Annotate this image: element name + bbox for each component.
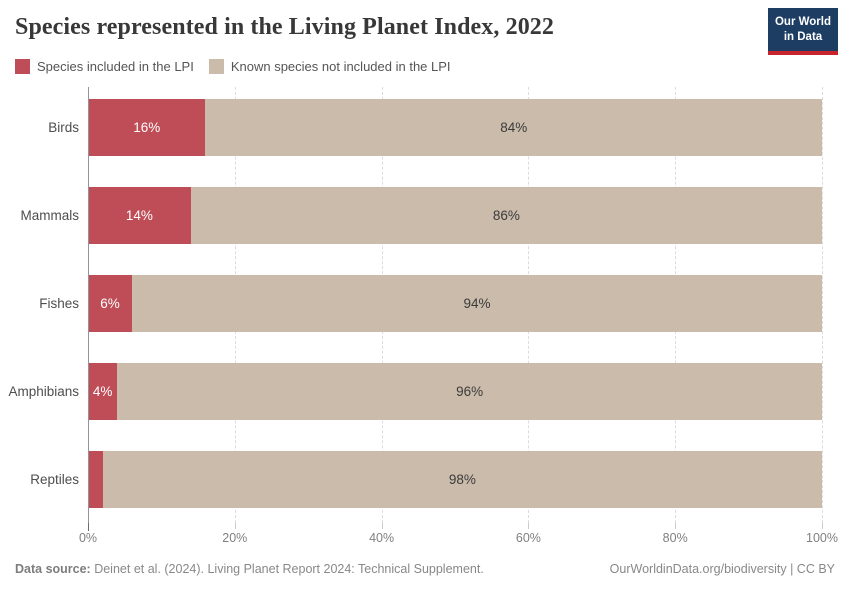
owid-logo-line1: Our World (774, 16, 831, 28)
bar-segment-not-lpi[interactable]: 98% (102, 451, 822, 509)
owid-logo[interactable]: Our World in Data (768, 8, 838, 55)
bar-segment-not-lpi[interactable]: 96% (117, 363, 822, 421)
bar-track: 6% 94% (88, 275, 822, 333)
bar-segment-lpi[interactable] (88, 451, 103, 509)
bar-row-fishes: Fishes 6% 94% (15, 275, 822, 333)
bar-value-label: 84% (500, 120, 528, 136)
tick-mark (822, 523, 823, 530)
legend-item-included[interactable]: Species included in the LPI (15, 59, 194, 75)
category-label: Reptiles (30, 472, 79, 488)
x-tick-label: 80% (662, 531, 688, 546)
bar-segment-not-lpi[interactable]: 86% (190, 187, 822, 245)
tick-mark (528, 523, 530, 530)
data-source-note: Data source: Deinet et al. (2024). Livin… (15, 562, 484, 576)
attribution-link[interactable]: OurWorldinData.org/biodiversity | CC BY (609, 562, 835, 577)
bar-row-amphibians: Amphibians 4% 96% (8, 363, 822, 421)
legend-label: Species included in the LPI (37, 59, 194, 75)
x-tick-label: 100% (806, 531, 838, 546)
x-tick-label: 40% (369, 531, 395, 546)
legend-label: Known species not included in the LPI (230, 59, 451, 75)
legend-item-not-included[interactable]: Known species not included in the LPI (208, 59, 451, 75)
bar-row-birds: Birds 16% 84% (15, 99, 822, 157)
bar-value-label: 98% (448, 472, 476, 488)
bar-track: 14% 86% (88, 187, 822, 245)
bar-track: 98% (88, 451, 822, 509)
tick-mark (675, 523, 677, 530)
x-tick-label: 0% (78, 531, 98, 546)
bar-row-reptiles: Reptiles 98% (15, 451, 822, 509)
bar-segment-lpi[interactable]: 16% (88, 99, 206, 157)
plot-area: Birds 16% 84% Mammals 14% 86% (8, 87, 823, 524)
owid-logo-line2: in Data (783, 30, 823, 43)
bar-value-label: 4% (92, 384, 113, 400)
category-label: Birds (48, 120, 79, 136)
bar-track: 4% 96% (88, 363, 822, 421)
legend-swatch-included (15, 59, 30, 75)
bar-segment-lpi[interactable]: 14% (88, 187, 191, 245)
gridline-100 (822, 87, 823, 524)
tick-mark (381, 523, 383, 530)
category-label: Fishes (39, 296, 79, 312)
bar-track: 16% 84% (88, 99, 822, 157)
bar-value-label: 96% (456, 384, 484, 400)
tick-mark (88, 523, 89, 532)
data-source-label: Data source: (15, 562, 91, 577)
bar-value-label: 6% (100, 296, 120, 312)
bar-value-label: 16% (133, 120, 161, 136)
x-axis: 0% 20% 40% 60% 80% 100% (79, 523, 838, 549)
chart-legend: Species included in the LPI Known specie… (15, 59, 835, 75)
bar-segment-lpi[interactable]: 4% (88, 363, 118, 421)
category-label: Amphibians (8, 384, 79, 400)
bar-segment-lpi[interactable]: 6% (88, 275, 133, 333)
bar-value-label: 94% (463, 296, 491, 312)
x-tick-label: 60% (515, 531, 541, 546)
chart-footer: Data source: Deinet et al. (2024). Livin… (15, 562, 835, 576)
category-label: Mammals (20, 208, 79, 224)
bar-segment-not-lpi[interactable]: 84% (205, 99, 822, 157)
bar-value-label: 14% (125, 208, 153, 224)
bar-segment-not-lpi[interactable]: 94% (132, 275, 822, 333)
bar-row-mammals: Mammals 14% 86% (15, 187, 822, 245)
data-source-text: Deinet et al. (2024). Living Planet Repo… (90, 562, 484, 577)
bar-value-label: 86% (492, 208, 520, 224)
legend-swatch-not-included (208, 59, 224, 75)
x-tick-label: 20% (222, 531, 248, 546)
tick-mark (234, 523, 236, 530)
page-title: Species represented in the Living Planet… (15, 14, 554, 40)
y-axis-line (88, 87, 89, 524)
